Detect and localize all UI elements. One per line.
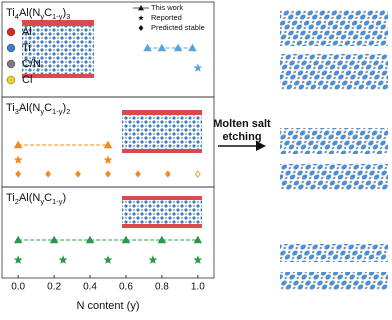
triangle-marker	[13, 140, 23, 149]
title-part: 2	[66, 107, 70, 116]
title-part: C	[44, 192, 52, 204]
title-part: Al(N	[19, 102, 40, 114]
legend-label: Reported	[151, 13, 182, 22]
diamond-marker	[75, 170, 81, 178]
annotation: Molten salt	[213, 118, 271, 130]
title-part: C	[44, 7, 52, 19]
star-marker	[103, 155, 113, 164]
triangle-marker	[121, 235, 131, 244]
title-part: 1-y	[52, 197, 63, 206]
atom-swatch	[6, 43, 16, 53]
mxene-slab	[280, 164, 388, 190]
star-marker	[148, 255, 158, 264]
title-part: 3	[15, 107, 19, 116]
al-layer	[22, 74, 94, 78]
title-part: Ti	[6, 192, 15, 204]
title-part: y	[40, 107, 44, 116]
atom-swatch	[6, 75, 16, 85]
mxene-slab	[280, 244, 388, 262]
star-marker	[193, 63, 203, 72]
panel-title: Ti3Al(NyC1-y)2	[6, 102, 70, 117]
atom-label: C/N	[22, 58, 41, 70]
title-part: C	[44, 102, 52, 114]
diamond-marker	[194, 170, 201, 178]
title-part: 2	[15, 197, 19, 206]
title-part: Al(N	[19, 7, 40, 19]
structure-insets	[22, 20, 202, 228]
title-part: Al(N	[19, 192, 40, 204]
star-marker	[193, 255, 203, 264]
diamond-marker	[45, 170, 52, 178]
x-tick-label: 0.2	[47, 282, 61, 293]
star-marker	[13, 255, 23, 264]
title-part: Ti	[6, 7, 15, 19]
diamond-marker	[135, 170, 141, 178]
triangle-marker	[85, 235, 95, 244]
legend-marker	[138, 15, 144, 21]
mxene-slab	[280, 128, 388, 154]
legend-marker	[138, 5, 144, 11]
triangle-marker	[173, 43, 183, 52]
al-layer	[122, 196, 202, 200]
crystal-inset	[122, 115, 202, 149]
triangle-marker	[188, 43, 197, 52]
al-layer	[22, 20, 94, 26]
atom-label: Ti	[22, 42, 31, 54]
al-layer	[122, 149, 202, 153]
x-tick-label: 0.4	[83, 282, 97, 293]
al-layer	[122, 110, 202, 115]
diamond-marker	[15, 170, 22, 178]
mxene-slab	[280, 272, 388, 290]
legend-marker	[138, 25, 144, 31]
title-part: 1-y	[52, 107, 63, 116]
triangle-marker	[13, 235, 23, 244]
arrow-head	[256, 141, 266, 151]
mxene-structures	[280, 10, 388, 290]
title-part: )	[62, 102, 66, 114]
triangle-marker	[193, 235, 203, 244]
title-part: )	[62, 192, 66, 204]
star-marker	[58, 255, 68, 264]
atom-label: Al	[22, 26, 32, 38]
triangle-marker	[143, 43, 152, 52]
x-tick-label: 1.0	[191, 282, 205, 293]
legend-label: This work	[151, 3, 183, 12]
title-part: Ti	[6, 102, 15, 114]
title-part: y	[40, 197, 44, 206]
diamond-marker	[105, 170, 111, 178]
title-part: y	[40, 12, 44, 21]
triangle-marker	[157, 235, 167, 244]
mxene-slab	[280, 54, 388, 90]
al-layer	[122, 224, 202, 228]
panel-title: Ti4Al(NyC1-y)3	[6, 7, 70, 22]
star-marker	[103, 255, 113, 264]
mxene-slab	[280, 10, 388, 46]
title-part: )	[62, 7, 66, 19]
star-marker	[13, 155, 23, 164]
x-tick-label: 0.8	[155, 282, 169, 293]
x-tick-label: 0.0	[11, 282, 25, 293]
crystal-inset	[22, 26, 94, 74]
triangle-marker	[157, 43, 167, 52]
crystal-inset	[122, 200, 202, 224]
annotation: etching	[222, 131, 261, 143]
title-part: 4	[15, 12, 19, 21]
title-part: 3	[66, 12, 70, 21]
panel-frame	[1, 186, 215, 279]
atom-swatch	[6, 27, 16, 37]
triangle-marker	[103, 140, 113, 149]
x-axis-label: N content (y)	[77, 300, 140, 312]
atom-label: Cl	[22, 74, 32, 86]
legend-label: Predicted stable	[151, 23, 205, 32]
triangle-marker	[49, 235, 59, 244]
panel-title: Ti2Al(NyC1-y)	[6, 192, 66, 207]
diamond-marker	[164, 170, 171, 178]
title-part: 1-y	[52, 12, 63, 21]
atom-swatch	[6, 59, 16, 69]
x-tick-label: 0.6	[119, 282, 133, 293]
